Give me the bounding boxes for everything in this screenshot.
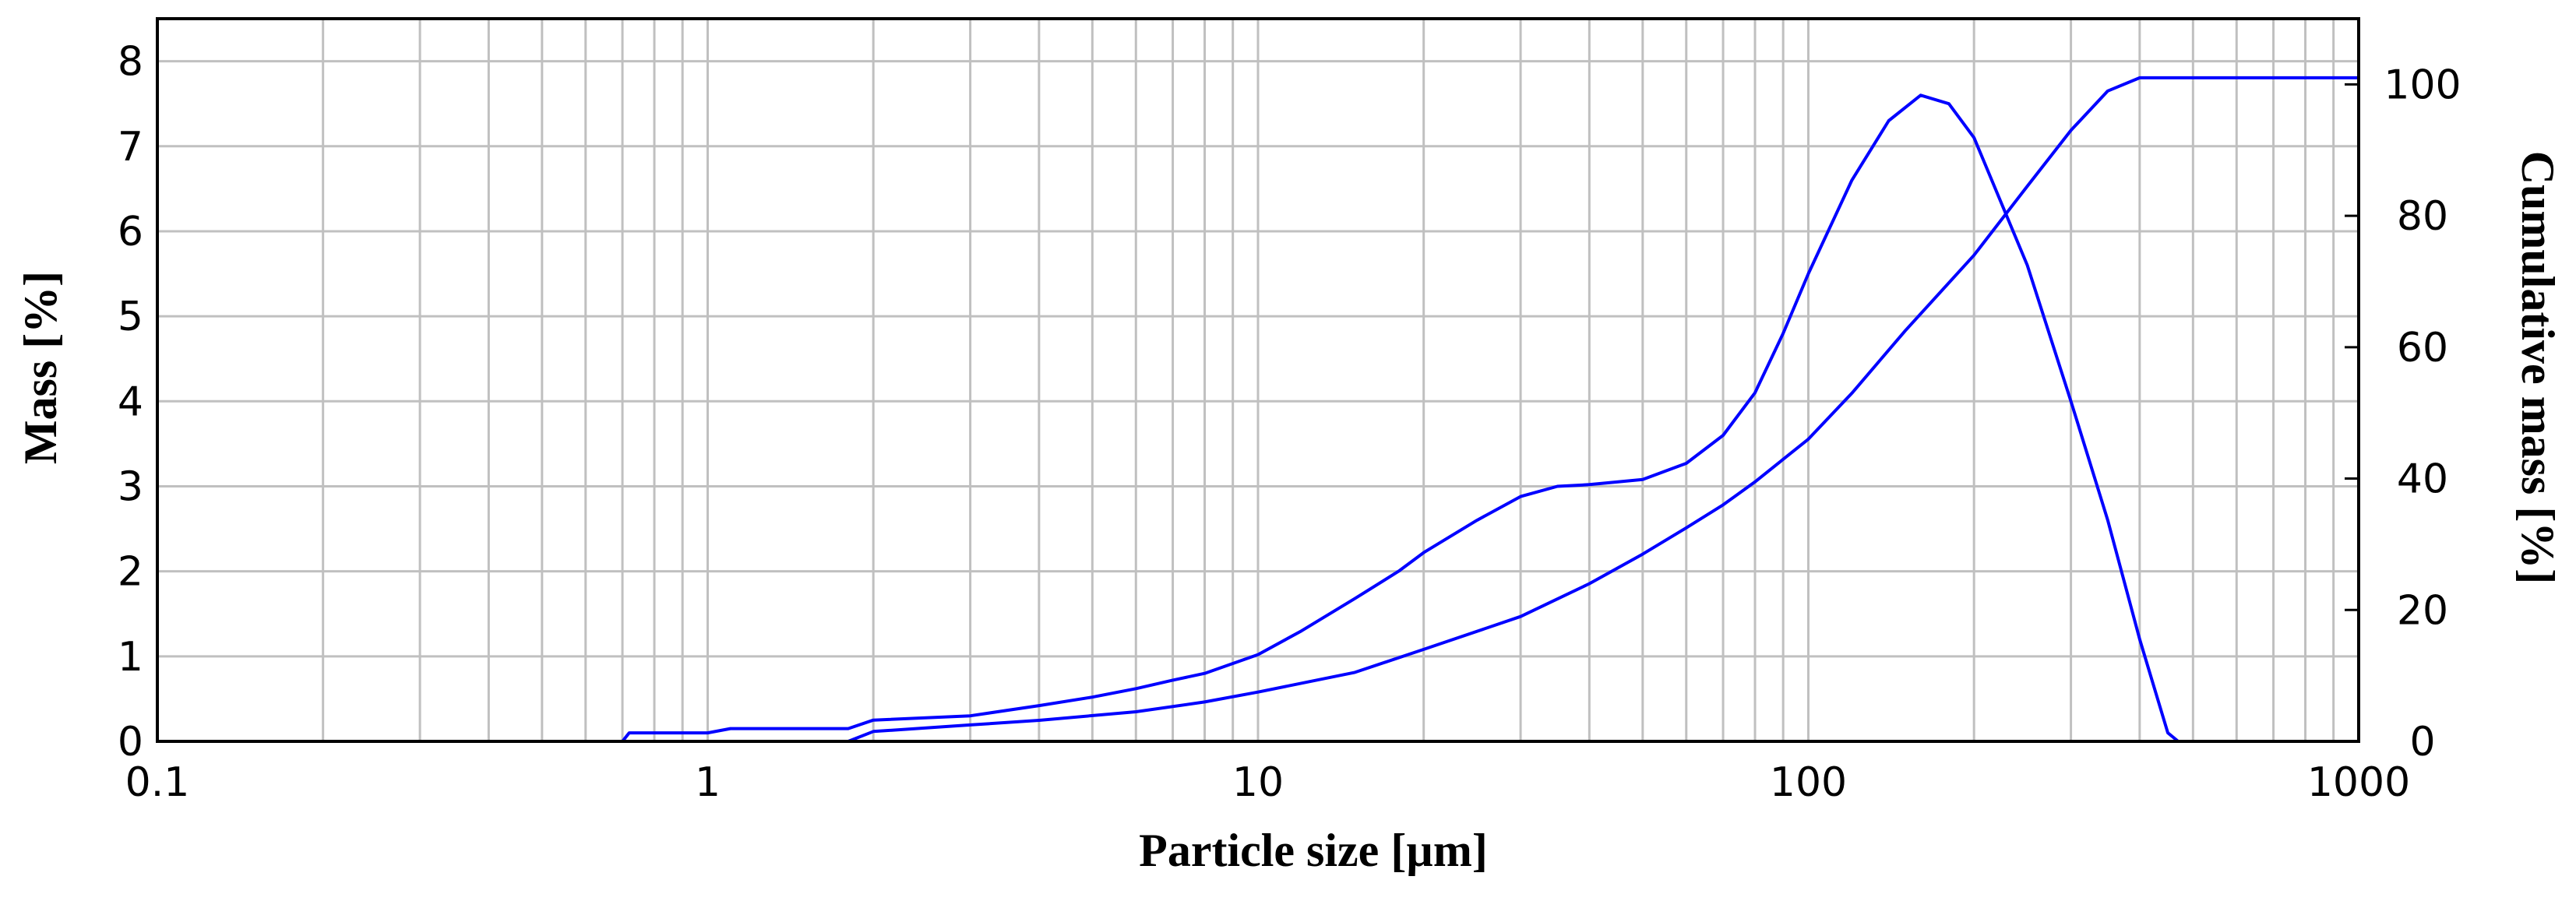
y2-tick-label: 40 — [2397, 456, 2448, 503]
x-tick-label: 1 — [695, 759, 721, 806]
y-tick-label: 0 — [118, 719, 143, 765]
y-tick-label: 7 — [118, 124, 143, 171]
y-tick-label: 2 — [118, 549, 143, 596]
y2-tick-labels: 0 20 40 60 80 100 — [2345, 62, 2461, 765]
x-axis-title: Particle size [µm] — [1139, 825, 1488, 876]
series-layer — [157, 76, 2359, 743]
y-axis-title: Mass [%] — [15, 271, 66, 464]
x-tick-label: 100 — [1770, 759, 1847, 806]
y-tick-label: 6 — [118, 209, 143, 255]
mass-distribution-line — [157, 93, 2180, 743]
plot-frame — [156, 17, 2360, 743]
y-tick-label: 8 — [118, 39, 143, 86]
grid — [157, 19, 2359, 741]
x-tick-label: 1000 — [2307, 759, 2410, 806]
y-tick-labels: 0 1 2 3 4 5 6 7 8 — [118, 39, 143, 765]
y2-tick-label: 0 — [2409, 719, 2435, 765]
y-tick-label: 5 — [118, 294, 143, 340]
y2-tick-label: 100 — [2384, 62, 2461, 108]
x-tick-labels: 0.1 1 10 100 1000 — [125, 759, 2411, 806]
cumulative-mass-line — [157, 76, 2359, 743]
y2-tick-label: 60 — [2397, 325, 2448, 371]
y2-tick-label: 80 — [2397, 193, 2448, 240]
y2-axis-title: Cumulative mass [%] — [2512, 151, 2564, 585]
y-tick-label: 1 — [118, 634, 143, 681]
y-tick-label: 4 — [118, 378, 143, 425]
y-tick-label: 3 — [118, 463, 143, 510]
x-tick-label: 0.1 — [125, 759, 190, 806]
y2-tick-label: 20 — [2397, 587, 2448, 634]
x-tick-label: 10 — [1232, 759, 1284, 806]
